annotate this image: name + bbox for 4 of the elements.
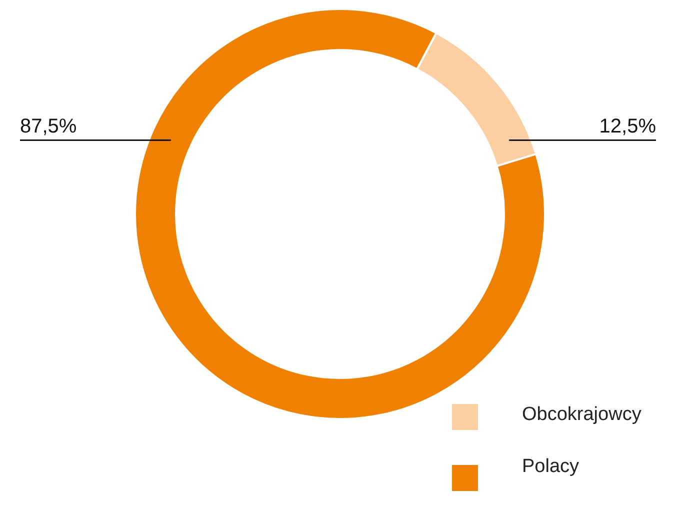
legend-label: Polacy	[522, 456, 580, 478]
data-label: 87,5%	[20, 116, 77, 138]
legend-label: Obcokrajowcy	[522, 404, 642, 426]
data-label: 12,5%	[599, 116, 656, 138]
